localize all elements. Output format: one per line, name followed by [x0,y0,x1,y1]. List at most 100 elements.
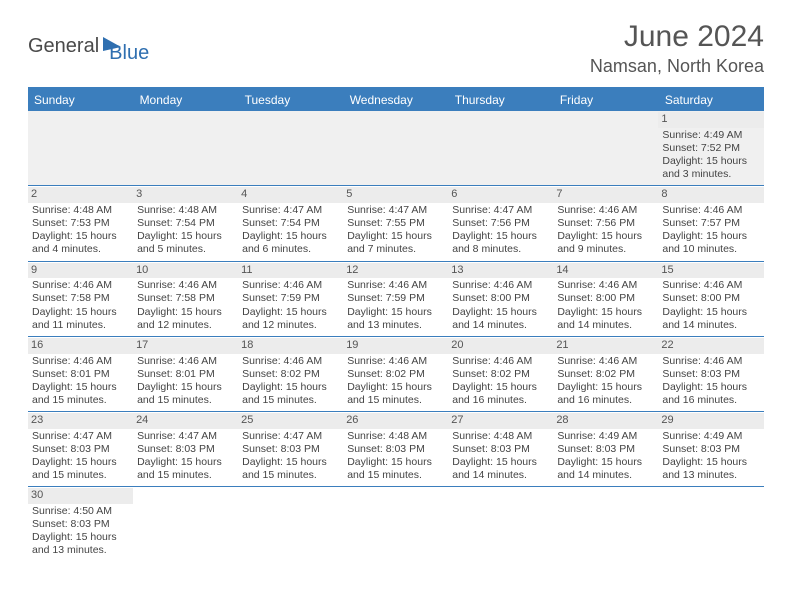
daylight-text: Daylight: 15 hours [347,381,444,394]
sunset-text: Sunset: 7:57 PM [662,217,759,230]
sunrise-text: Sunrise: 4:48 AM [32,204,129,217]
day-number: 5 [343,187,448,203]
daylight-text: and 14 minutes. [662,319,759,332]
calendar-day-cell: 21Sunrise: 4:46 AMSunset: 8:02 PMDayligh… [553,336,658,411]
daylight-text: and 16 minutes. [452,394,549,407]
weekday-friday: Friday [553,88,658,111]
sunset-text: Sunset: 7:55 PM [347,217,444,230]
sunset-text: Sunset: 8:02 PM [347,368,444,381]
daylight-text: Daylight: 15 hours [662,381,759,394]
calendar-day-cell: 24Sunrise: 4:47 AMSunset: 8:03 PMDayligh… [133,412,238,487]
sunset-text: Sunset: 8:02 PM [242,368,339,381]
daylight-text: Daylight: 15 hours [137,456,234,469]
sunrise-text: Sunrise: 4:46 AM [32,279,129,292]
daylight-text: Daylight: 15 hours [32,306,129,319]
day-number: 7 [553,187,658,203]
sunset-text: Sunset: 7:54 PM [137,217,234,230]
sunrise-text: Sunrise: 4:46 AM [557,355,654,368]
daylight-text: and 10 minutes. [662,243,759,256]
daylight-text: and 15 minutes. [32,469,129,482]
calendar-week-row: 1Sunrise: 4:49 AMSunset: 7:52 PMDaylight… [28,111,764,186]
daylight-text: and 14 minutes. [452,469,549,482]
sunset-text: Sunset: 7:56 PM [452,217,549,230]
calendar-day-cell: 26Sunrise: 4:48 AMSunset: 8:03 PMDayligh… [343,412,448,487]
daylight-text: and 16 minutes. [662,394,759,407]
day-number: 29 [658,413,763,429]
calendar-day-cell: 23Sunrise: 4:47 AMSunset: 8:03 PMDayligh… [28,412,133,487]
sunrise-text: Sunrise: 4:48 AM [452,430,549,443]
day-number: 25 [238,413,343,429]
day-number: 23 [28,413,133,429]
sunset-text: Sunset: 8:00 PM [557,292,654,305]
daylight-text: and 14 minutes. [557,469,654,482]
daylight-text: and 11 minutes. [32,319,129,332]
calendar-day-cell: 7Sunrise: 4:46 AMSunset: 7:56 PMDaylight… [553,186,658,261]
day-number: 22 [658,338,763,354]
calendar-day-cell: 12Sunrise: 4:46 AMSunset: 7:59 PMDayligh… [343,261,448,336]
calendar-day-cell: 18Sunrise: 4:46 AMSunset: 8:02 PMDayligh… [238,336,343,411]
calendar-day-cell: 15Sunrise: 4:46 AMSunset: 8:00 PMDayligh… [658,261,763,336]
sunrise-text: Sunrise: 4:46 AM [557,204,654,217]
daylight-text: and 9 minutes. [557,243,654,256]
calendar-day-cell: 14Sunrise: 4:46 AMSunset: 8:00 PMDayligh… [553,261,658,336]
day-number: 16 [28,338,133,354]
day-number: 26 [343,413,448,429]
sunset-text: Sunset: 8:03 PM [32,443,129,456]
calendar-table: Sunday Monday Tuesday Wednesday Thursday… [28,87,764,562]
sunset-text: Sunset: 8:00 PM [662,292,759,305]
logo-text-2: Blue [109,42,149,65]
day-number: 12 [343,263,448,279]
weekday-header-row: Sunday Monday Tuesday Wednesday Thursday… [28,88,764,111]
calendar-week-row: 9Sunrise: 4:46 AMSunset: 7:58 PMDaylight… [28,261,764,336]
daylight-text: and 4 minutes. [32,243,129,256]
sunrise-text: Sunrise: 4:47 AM [452,204,549,217]
daylight-text: and 14 minutes. [452,319,549,332]
sunset-text: Sunset: 7:58 PM [137,292,234,305]
daylight-text: and 15 minutes. [347,394,444,407]
calendar-day-cell: 8Sunrise: 4:46 AMSunset: 7:57 PMDaylight… [658,186,763,261]
sunset-text: Sunset: 8:00 PM [452,292,549,305]
daylight-text: Daylight: 15 hours [137,381,234,394]
daylight-text: and 15 minutes. [32,394,129,407]
daylight-text: and 7 minutes. [347,243,444,256]
calendar-day-cell [343,487,448,562]
daylight-text: Daylight: 15 hours [662,155,759,168]
day-number: 18 [238,338,343,354]
sunrise-text: Sunrise: 4:46 AM [662,355,759,368]
day-number: 13 [448,263,553,279]
daylight-text: Daylight: 15 hours [137,230,234,243]
calendar-day-cell [553,111,658,186]
calendar-day-cell: 2Sunrise: 4:48 AMSunset: 7:53 PMDaylight… [28,186,133,261]
calendar-day-cell: 28Sunrise: 4:49 AMSunset: 8:03 PMDayligh… [553,412,658,487]
daylight-text: and 13 minutes. [662,469,759,482]
header: General Blue June 2024 Namsan, North Kor… [28,20,764,77]
sunrise-text: Sunrise: 4:49 AM [662,430,759,443]
calendar-day-cell [658,487,763,562]
daylight-text: Daylight: 15 hours [452,230,549,243]
daylight-text: Daylight: 15 hours [242,456,339,469]
logo-text-1: General [28,35,99,58]
sunrise-text: Sunrise: 4:46 AM [347,355,444,368]
day-number: 9 [28,263,133,279]
daylight-text: Daylight: 15 hours [557,306,654,319]
calendar-day-cell: 17Sunrise: 4:46 AMSunset: 8:01 PMDayligh… [133,336,238,411]
sunset-text: Sunset: 8:02 PM [452,368,549,381]
calendar-day-cell [448,487,553,562]
sunrise-text: Sunrise: 4:46 AM [452,279,549,292]
sunset-text: Sunset: 8:01 PM [32,368,129,381]
daylight-text: Daylight: 15 hours [347,306,444,319]
daylight-text: and 12 minutes. [137,319,234,332]
daylight-text: Daylight: 15 hours [347,456,444,469]
calendar-day-cell [133,111,238,186]
day-number: 1 [658,112,763,128]
calendar-week-row: 2Sunrise: 4:48 AMSunset: 7:53 PMDaylight… [28,186,764,261]
sunset-text: Sunset: 7:53 PM [32,217,129,230]
sunrise-text: Sunrise: 4:46 AM [347,279,444,292]
calendar-day-cell: 19Sunrise: 4:46 AMSunset: 8:02 PMDayligh… [343,336,448,411]
sunrise-text: Sunrise: 4:46 AM [662,279,759,292]
logo: General Blue [28,28,149,65]
calendar-day-cell: 9Sunrise: 4:46 AMSunset: 7:58 PMDaylight… [28,261,133,336]
daylight-text: and 13 minutes. [347,319,444,332]
daylight-text: Daylight: 15 hours [557,381,654,394]
day-number: 3 [133,187,238,203]
